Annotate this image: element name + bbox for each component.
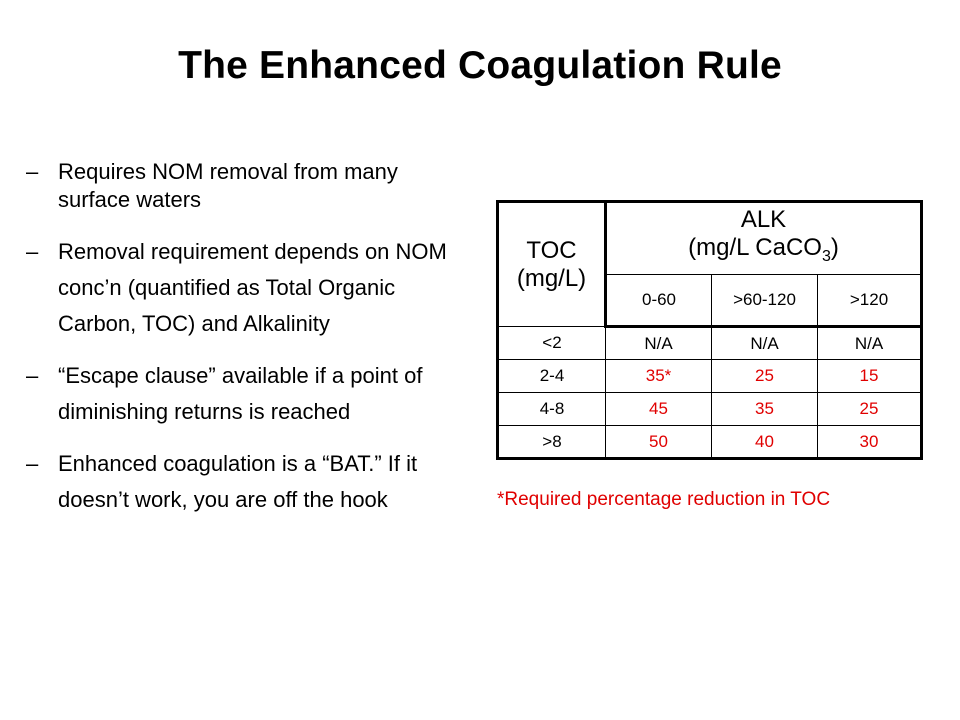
value-cell: 50 (605, 425, 712, 460)
bullet-dash: – (26, 451, 39, 476)
bullet-item: – “Escape clause” available if a point o… (26, 358, 466, 430)
bullet-text: Enhanced coagulation is a “BAT.” If it d… (58, 451, 418, 512)
toc-cell: >8 (496, 425, 606, 460)
toc-header: TOC (mg/L) (496, 200, 607, 327)
table-row: 4-8 45 35 25 (496, 392, 924, 426)
value-cell: 35* (605, 359, 712, 393)
alk-header: ALK (mg/L CaCO3) (604, 200, 924, 275)
value-cell: 35 (711, 392, 818, 426)
alk-header-subscript: 3 (821, 247, 831, 265)
bullet-text: Requires NOM removal from many surface w… (58, 159, 398, 212)
toc-header-line1: TOC (526, 236, 577, 264)
value-cell: N/A (605, 326, 712, 360)
bullet-dash: – (26, 363, 39, 388)
value-cell: N/A (711, 326, 818, 360)
value-cell: 15 (816, 359, 924, 393)
table-row: <2 N/A N/A N/A (496, 326, 924, 360)
value-cell: N/A (816, 326, 924, 360)
toc-cell: <2 (496, 326, 606, 360)
table-footnote: *Required percentage reduction in TOC (497, 489, 831, 510)
toc-header-line2: (mg/L) (516, 264, 587, 292)
value-cell: 25 (816, 392, 924, 426)
value-cell: 45 (605, 392, 712, 426)
coagulation-table: TOC (mg/L) ALK (mg/L CaCO3) 0-60 >60-120… (496, 200, 924, 460)
bullet-text: “Escape clause” available if a point of … (58, 363, 423, 424)
bullet-item: – Requires NOM removal from many surface… (26, 158, 466, 214)
bullet-item: – Removal requirement depends on NOM con… (26, 234, 466, 342)
alk-column-header: >60-120 (711, 274, 818, 328)
bullet-item: – Enhanced coagulation is a “BAT.” If it… (26, 446, 466, 518)
bullet-list: – Requires NOM removal from many surface… (26, 158, 466, 534)
alk-header-line1: ALK (740, 206, 787, 234)
alk-header-close: ) (830, 234, 839, 262)
alk-header-line2: (mg/L CaCO (688, 234, 822, 262)
slide-title: The Enhanced Coagulation Rule (178, 44, 782, 87)
value-cell: 40 (711, 425, 818, 460)
table-row: 2-4 35* 25 15 (496, 359, 924, 393)
alk-column-header: 0-60 (605, 274, 712, 328)
value-cell: 30 (816, 425, 924, 460)
value-cell: 25 (711, 359, 818, 393)
toc-cell: 4-8 (496, 392, 606, 426)
bullet-dash: – (26, 159, 39, 184)
table-row: >8 50 40 30 (496, 425, 924, 460)
alk-column-header: >120 (816, 274, 924, 328)
toc-cell: 2-4 (496, 359, 606, 393)
bullet-text: Removal requirement depends on NOM conc’… (58, 239, 447, 336)
bullet-dash: – (26, 239, 39, 264)
